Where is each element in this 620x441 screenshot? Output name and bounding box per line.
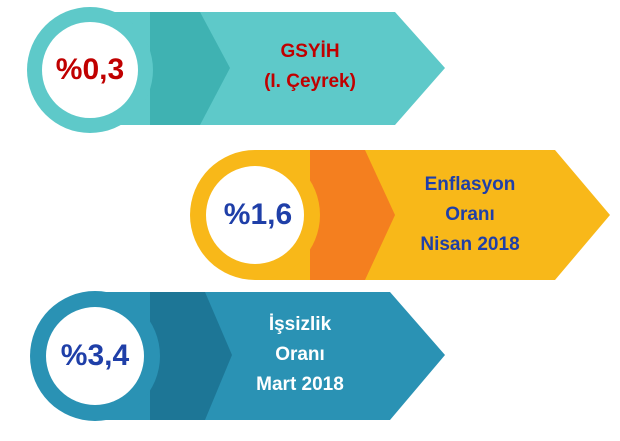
label-line: Oranı — [445, 204, 495, 225]
item-enflasyon: %1,6 Enflasyon Oranı Nisan 2018 — [190, 150, 610, 280]
item-gsyih: %0,3 GSYİH (I. Çeyrek) — [27, 7, 445, 133]
banner-fold — [310, 150, 395, 280]
label-line: (I. Çeyrek) — [264, 71, 356, 92]
label-line: Oranı — [275, 344, 325, 365]
item-issizlik: %3,4 İşsizlik Oranı Mart 2018 — [30, 291, 445, 421]
value: %1,6 — [224, 198, 292, 231]
label-line: GSYİH — [280, 41, 339, 62]
banner-fold — [150, 292, 232, 420]
value: %3,4 — [61, 339, 130, 372]
label-line: Enflasyon — [425, 174, 516, 195]
circle-inner — [46, 307, 144, 405]
label-line: İşsizlik — [269, 314, 332, 335]
circle-inner — [42, 22, 138, 118]
circle-inner — [206, 166, 304, 264]
label-line: Nisan 2018 — [420, 234, 519, 255]
banner-fold — [150, 12, 230, 125]
value: %0,3 — [56, 53, 124, 86]
label-line: Mart 2018 — [256, 374, 344, 395]
